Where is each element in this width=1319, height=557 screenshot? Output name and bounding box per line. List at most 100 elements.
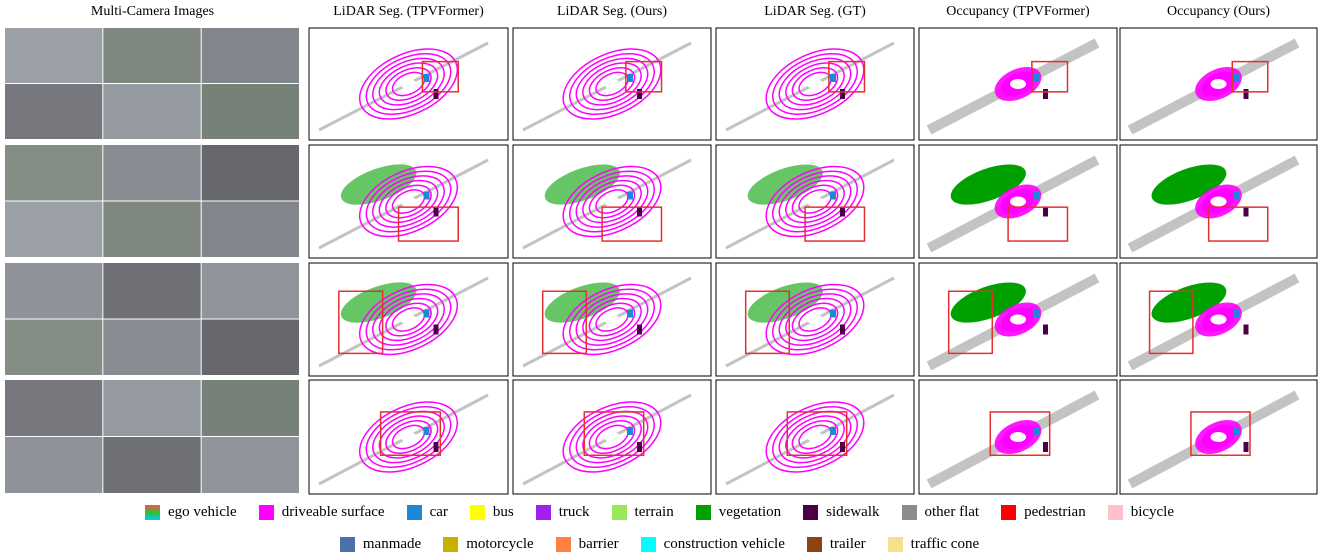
legend-label: driveable surface <box>282 504 385 521</box>
camera-image <box>103 380 200 436</box>
ego-area <box>807 432 823 442</box>
ego-area <box>807 79 823 89</box>
legend-label: manmade <box>363 536 421 553</box>
legend-label: terrain <box>635 504 674 521</box>
car-blob <box>1234 310 1240 318</box>
legend-label: traffic cone <box>911 536 979 553</box>
camera-image <box>103 145 200 201</box>
car-blob <box>424 310 430 318</box>
legend-item: vegetation <box>696 504 781 521</box>
car-blob <box>1234 192 1240 200</box>
figure: Multi-Camera Images LiDAR Seg. (TPVFormer… <box>0 0 1319 557</box>
ego-area <box>604 79 620 89</box>
legend-item: barrier <box>556 536 619 553</box>
column-header: LiDAR Seg. (Ours) <box>513 4 711 20</box>
camera-image <box>202 380 299 436</box>
legend-item: driveable surface <box>259 504 385 521</box>
ego-area <box>1010 197 1026 207</box>
legend-label: car <box>430 504 448 521</box>
legend-swatch <box>696 505 711 520</box>
column-header: Occupancy (Ours) <box>1120 4 1317 20</box>
camera-image <box>202 145 299 201</box>
car-blob <box>1033 427 1039 435</box>
car-blob <box>830 74 836 82</box>
legend-item: car <box>407 504 448 521</box>
camera-image <box>5 202 102 258</box>
column-header: LiDAR Seg. (GT) <box>716 4 914 20</box>
legend-item: truck <box>536 504 590 521</box>
ego-area <box>604 315 620 325</box>
legend-label: bicycle <box>1131 504 1174 521</box>
camera-image <box>202 84 299 139</box>
sidewalk-blob <box>1043 89 1048 99</box>
legend-label: bus <box>493 504 514 521</box>
sidewalk-blob <box>840 442 845 452</box>
legend-item: terrain <box>612 504 674 521</box>
legend-swatch <box>145 505 160 520</box>
legend-item: other flat <box>902 504 980 521</box>
sidewalk-blob <box>434 89 439 99</box>
car-blob <box>627 192 633 200</box>
sidewalk-blob <box>434 325 439 335</box>
camera-image <box>5 320 102 376</box>
car-blob <box>627 74 633 82</box>
column-header: Multi-Camera Images <box>5 4 300 20</box>
legend-item: motorcycle <box>443 536 533 553</box>
ego-area <box>604 197 620 207</box>
car-blob <box>424 74 430 82</box>
car-blob <box>830 192 836 200</box>
legend-item: manmade <box>340 536 421 553</box>
car-blob <box>1033 192 1039 200</box>
legend-label: pedestrian <box>1024 504 1086 521</box>
legend-item: trailer <box>807 536 866 553</box>
sidewalk-blob <box>637 442 642 452</box>
legend-item: sidewalk <box>803 504 879 521</box>
ego-area <box>807 197 823 207</box>
legend-swatch <box>902 505 917 520</box>
ego-area <box>807 315 823 325</box>
camera-image <box>103 320 200 376</box>
camera-image <box>103 437 200 493</box>
camera-image <box>202 320 299 376</box>
camera-image <box>5 28 102 83</box>
sidewalk-blob <box>1244 89 1249 99</box>
ego-area <box>1211 432 1227 442</box>
legend-label: truck <box>559 504 590 521</box>
legend-label: sidewalk <box>826 504 879 521</box>
legend-swatch <box>536 505 551 520</box>
legend-label: vegetation <box>719 504 781 521</box>
ego-area <box>1010 432 1026 442</box>
car-blob <box>830 310 836 318</box>
sidewalk-blob <box>1244 442 1249 452</box>
camera-image <box>5 380 102 436</box>
column-header: LiDAR Seg. (TPVFormer) <box>309 4 508 20</box>
car-blob <box>1033 74 1039 82</box>
legend-swatch <box>470 505 485 520</box>
legend-label: construction vehicle <box>664 536 785 553</box>
legend-row: manmade motorcycle barrier construction veh… <box>0 536 1319 553</box>
legend-label: ego vehicle <box>168 504 237 521</box>
ego-area <box>1211 79 1227 89</box>
legend-swatch <box>259 505 274 520</box>
ego-area <box>401 197 417 207</box>
ego-area <box>1211 197 1227 207</box>
camera-image <box>202 263 299 319</box>
legend-label: other flat <box>925 504 980 521</box>
camera-image <box>5 145 102 201</box>
car-blob <box>424 427 430 435</box>
camera-image <box>202 202 299 258</box>
legend-item: construction vehicle <box>641 536 785 553</box>
sidewalk-blob <box>434 207 439 217</box>
sidewalk-blob <box>1244 325 1249 335</box>
ego-area <box>604 432 620 442</box>
sidewalk-blob <box>1043 442 1048 452</box>
figure-grid <box>0 0 1319 500</box>
legend-label: motorcycle <box>466 536 533 553</box>
camera-image <box>5 263 102 319</box>
legend-label: barrier <box>579 536 619 553</box>
ego-area <box>401 315 417 325</box>
ego-area <box>1010 79 1026 89</box>
legend-swatch <box>888 537 903 552</box>
camera-image <box>103 28 200 83</box>
car-blob <box>1234 427 1240 435</box>
